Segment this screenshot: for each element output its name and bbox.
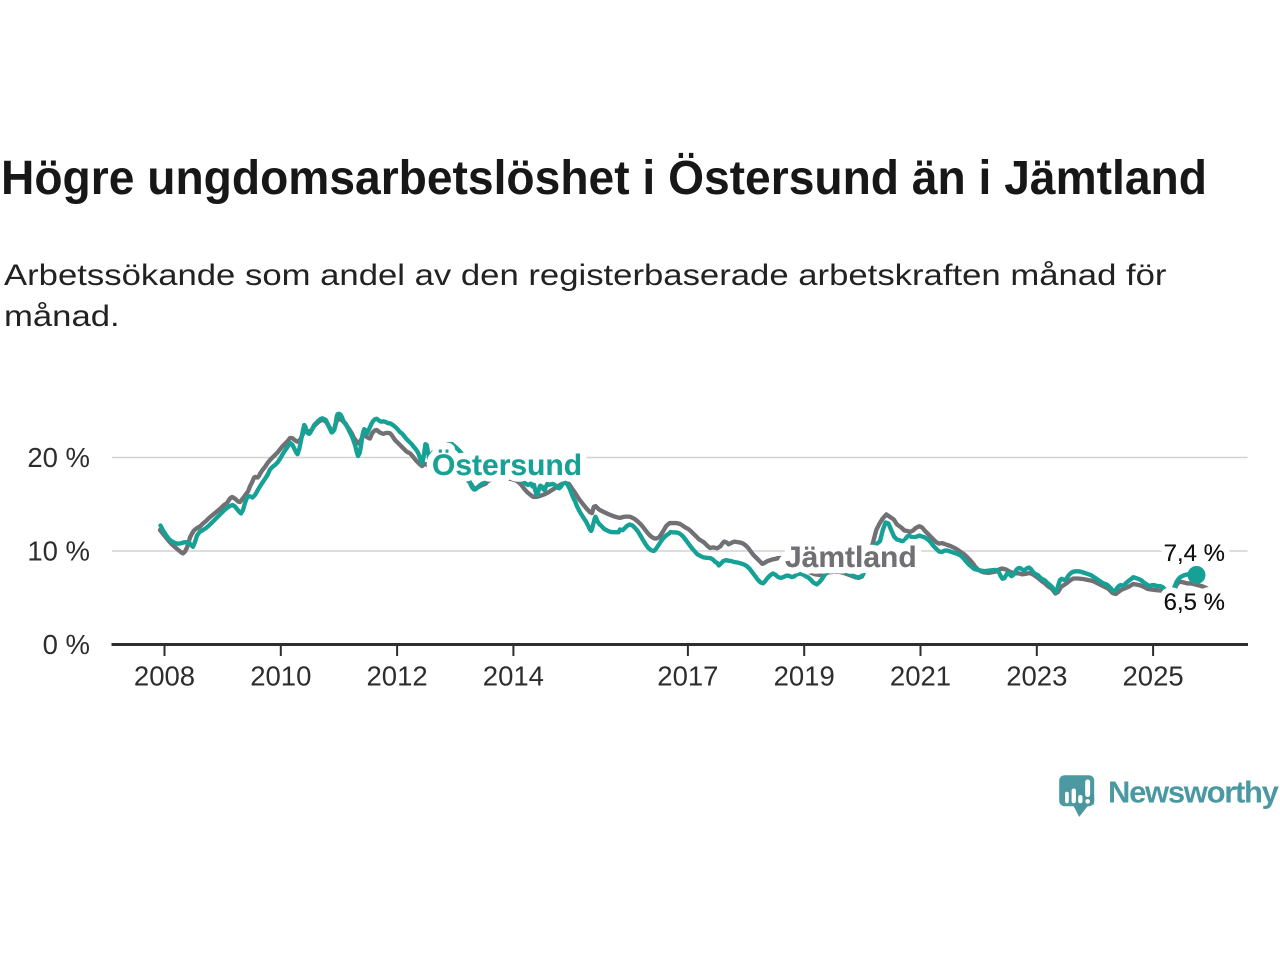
- svg-text:10 %: 10 %: [27, 536, 90, 567]
- svg-text:2023: 2023: [1006, 661, 1067, 692]
- svg-text:2019: 2019: [774, 661, 835, 692]
- svg-text:7,4 %: 7,4 %: [1164, 540, 1225, 567]
- svg-text:Östersund: Östersund: [432, 449, 582, 482]
- svg-text:2008: 2008: [134, 661, 195, 692]
- svg-text:6,5 %: 6,5 %: [1164, 589, 1225, 616]
- svg-text:Newsworthy: Newsworthy: [1108, 775, 1280, 810]
- svg-text:0 %: 0 %: [43, 629, 90, 660]
- svg-text:2025: 2025: [1123, 661, 1184, 692]
- svg-text:Östersund: Östersund: [432, 449, 582, 482]
- svg-text:6,5 %: 6,5 %: [1164, 589, 1225, 616]
- svg-text:2021: 2021: [890, 661, 951, 692]
- svg-text:2017: 2017: [657, 661, 718, 692]
- svg-text:Jämtland: Jämtland: [785, 541, 917, 574]
- svg-text:2010: 2010: [250, 661, 311, 692]
- svg-text:2014: 2014: [483, 661, 544, 692]
- svg-text:20 %: 20 %: [27, 442, 90, 473]
- svg-text:Jämtland: Jämtland: [785, 541, 917, 574]
- svg-text:2012: 2012: [367, 661, 428, 692]
